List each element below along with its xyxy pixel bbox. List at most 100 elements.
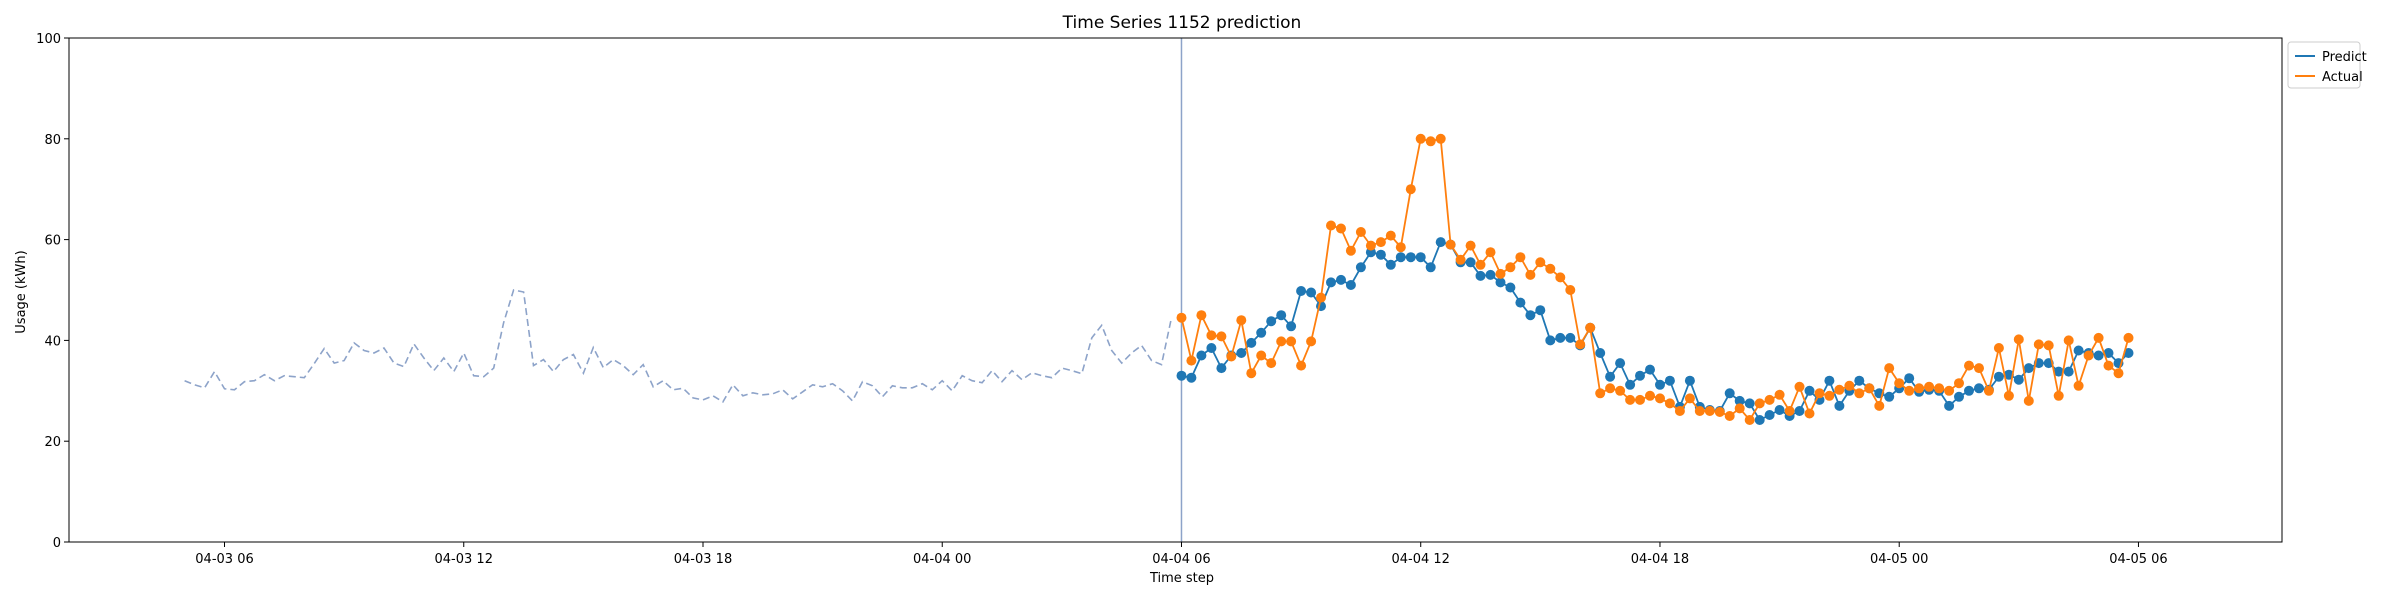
point-actual: [1385, 230, 1396, 241]
point-predict: [1565, 332, 1576, 343]
point-actual: [2063, 335, 2074, 346]
point-actual: [1794, 381, 1805, 392]
point-actual: [2003, 390, 2014, 401]
point-predict: [1266, 316, 1277, 327]
point-actual: [1884, 363, 1895, 374]
point-actual: [1684, 393, 1695, 404]
point-predict: [1306, 287, 1317, 298]
point-actual: [1505, 262, 1516, 273]
point-actual: [1575, 339, 1586, 350]
point-actual: [1744, 415, 1755, 425]
point-predict: [1605, 371, 1616, 382]
point-predict: [1964, 385, 1974, 396]
point-predict: [2053, 366, 2064, 377]
point-actual: [1405, 184, 1416, 195]
point-actual: [1196, 310, 1207, 321]
point-actual: [1784, 406, 1795, 416]
point-actual: [1585, 322, 1596, 333]
point-actual: [1964, 360, 1974, 371]
point-predict: [2013, 374, 2024, 385]
point-actual: [1864, 383, 1875, 394]
point-predict: [2063, 366, 2074, 377]
x-tick-label: 04-04 12: [1391, 552, 1449, 567]
point-actual: [1365, 240, 1376, 251]
point-predict: [1485, 269, 1496, 280]
y-tick-label: 100: [36, 32, 61, 47]
history-series-line: [184, 289, 1173, 404]
point-actual: [1605, 383, 1616, 394]
point-predict: [1465, 257, 1476, 268]
point-actual: [1445, 239, 1456, 250]
point-actual: [1176, 312, 1187, 323]
point-predict: [1734, 395, 1745, 406]
x-tick-label: 04-04 00: [913, 552, 971, 567]
point-predict: [1415, 252, 1426, 263]
point-actual: [1475, 259, 1486, 270]
point-actual: [1635, 394, 1645, 405]
point-predict: [1764, 410, 1775, 420]
point-actual: [1924, 381, 1935, 392]
point-actual: [1495, 268, 1506, 279]
point-actual: [2033, 339, 2044, 350]
point-actual: [2023, 395, 2034, 406]
point-actual: [1914, 383, 1925, 394]
point-predict: [1236, 348, 1247, 358]
point-actual: [1465, 240, 1476, 251]
point-predict: [1395, 252, 1406, 263]
point-predict: [1326, 277, 1336, 288]
point-actual: [1954, 378, 1964, 389]
point-actual: [1754, 398, 1765, 409]
point-predict: [1425, 262, 1436, 273]
point-predict: [1655, 379, 1665, 390]
legend: Predict Actual: [2287, 41, 2367, 89]
y-axis-title: Usage (kWh): [14, 250, 29, 333]
point-actual: [1535, 257, 1546, 268]
point-actual: [1435, 133, 1446, 144]
point-actual: [1804, 408, 1815, 419]
point-actual: [1395, 242, 1406, 253]
point-predict: [1196, 350, 1207, 361]
point-actual: [2113, 368, 2124, 379]
point-predict: [1186, 372, 1197, 383]
chart-title: Time Series 1152 prediction: [1062, 13, 1302, 33]
point-predict: [1724, 388, 1735, 399]
point-actual: [1694, 406, 1705, 416]
point-actual: [1525, 269, 1536, 280]
point-actual: [1983, 385, 1994, 396]
point-predict: [1475, 270, 1486, 281]
point-predict: [1525, 310, 1536, 321]
point-actual: [2043, 340, 2054, 351]
point-predict: [1595, 348, 1606, 358]
point-actual: [1206, 330, 1217, 341]
point-predict: [2073, 345, 2084, 356]
point-actual: [1724, 411, 1735, 421]
point-predict: [1246, 337, 1257, 348]
point-actual: [1934, 383, 1945, 394]
point-predict: [1435, 237, 1446, 248]
point-actual: [1256, 350, 1267, 361]
point-actual: [1894, 378, 1905, 389]
point-predict: [1804, 385, 1815, 396]
point-actual: [1515, 252, 1526, 263]
point-predict: [1206, 343, 1217, 353]
point-actual: [1844, 380, 1855, 391]
y-tick-label: 60: [44, 234, 61, 249]
point-actual: [1455, 254, 1466, 265]
point-predict: [1535, 305, 1546, 316]
point-predict: [1625, 379, 1636, 390]
point-predict: [1834, 400, 1845, 411]
point-actual: [1704, 406, 1715, 416]
point-actual: [1774, 389, 1785, 400]
point-actual: [1834, 384, 1845, 395]
point-actual: [1565, 285, 1576, 295]
point-predict: [2093, 350, 2104, 361]
point-actual: [1276, 336, 1287, 347]
point-predict: [1515, 297, 1526, 308]
y-tick-label: 0: [53, 536, 61, 551]
point-predict: [1355, 262, 1366, 273]
legend-label-predict: Predict: [2322, 50, 2367, 65]
point-actual: [2083, 350, 2094, 361]
y-tick-label: 40: [44, 334, 61, 349]
